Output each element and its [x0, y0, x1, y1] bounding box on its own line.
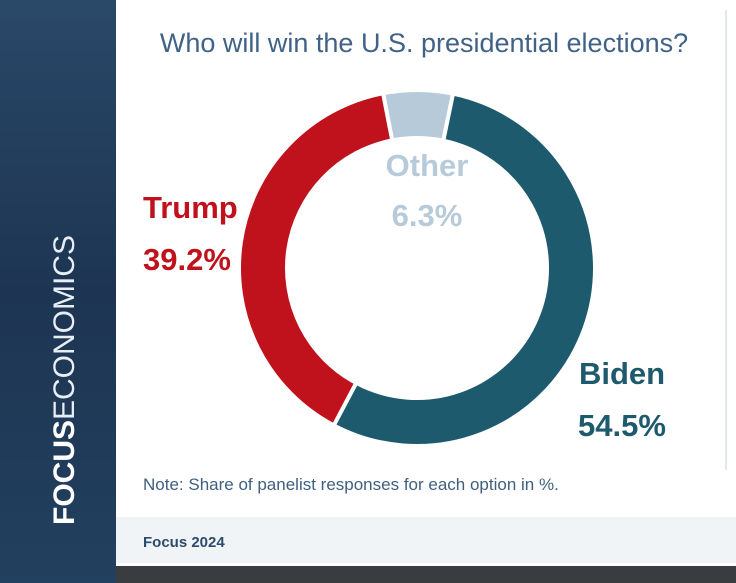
category-label: Other — [386, 148, 469, 183]
donut-segment — [237, 90, 395, 429]
brand-strong: FOCUS — [48, 420, 81, 525]
brand: FOCUSECONOMICS — [48, 235, 81, 525]
category-label: Biden — [579, 356, 665, 391]
note: Note: Share of panelist responses for ea… — [143, 475, 559, 494]
brand-light: ECONOMICS — [48, 235, 81, 420]
sidebar — [0, 0, 116, 583]
chart-title: Who will win the U.S. presidential elect… — [160, 28, 688, 58]
value-label: 6.3% — [392, 198, 463, 233]
category-label: Trump — [143, 190, 238, 225]
footer: Focus 2024 — [143, 534, 225, 551]
footer-band — [116, 517, 736, 563]
value-label: 54.5% — [578, 408, 666, 443]
bottom-bar — [116, 566, 736, 583]
donut-segment — [331, 91, 597, 448]
value-label: 39.2% — [143, 242, 231, 277]
donut-segment — [380, 88, 456, 144]
